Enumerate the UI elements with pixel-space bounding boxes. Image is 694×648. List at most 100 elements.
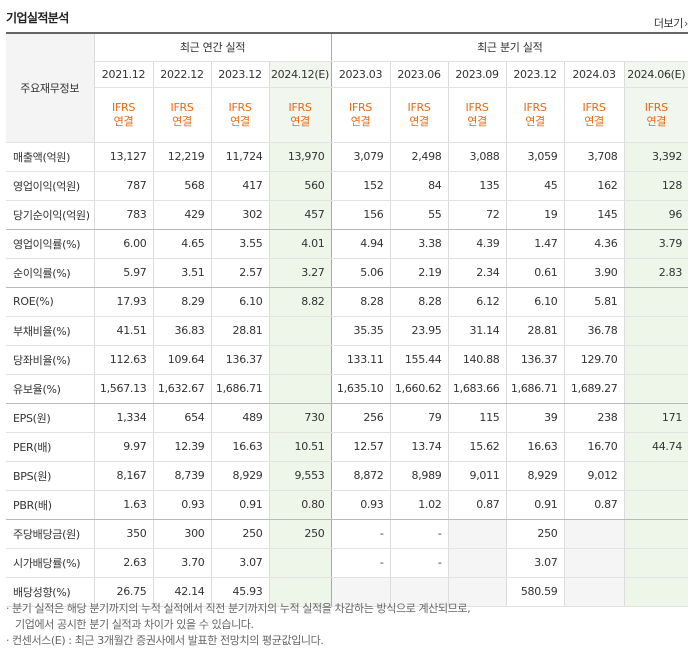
row-label: 유보율(%) — [6, 374, 95, 404]
table-cell: 8.28 — [330, 287, 391, 317]
row-label: PER(배) — [6, 432, 95, 462]
ifrs-badge: IFRS 연결 — [624, 87, 689, 143]
table-cell: 560 — [269, 171, 332, 201]
table-cell: 1,632.67 — [153, 374, 212, 404]
table-cell: 3.27 — [269, 258, 332, 288]
table-cell: 28.81 — [506, 316, 565, 346]
table-cell: 136.37 — [506, 345, 565, 375]
financial-table: 주요재무정보 최근 연간 실적 최근 분기 실적 2021.12 2022.12 2… — [6, 32, 689, 607]
consolidated-label: 연결 — [646, 114, 667, 128]
table-cell: 8,929 — [211, 461, 270, 491]
table-cell: 6.10 — [506, 287, 565, 317]
more-label[interactable]: 더보기 — [653, 17, 684, 30]
table-cell: 84 — [390, 171, 449, 201]
consolidated-label: 연결 — [525, 114, 545, 128]
table-row: 당기순이익(억원) 783 429 302 457 156 55 72 19 145 96 — [6, 200, 689, 230]
consolidated-label: 연결 — [584, 114, 604, 128]
table-cell: 256 — [330, 403, 391, 433]
table-cell: 4.36 — [564, 229, 625, 259]
table-cell — [269, 374, 332, 404]
table-cell: 0.80 — [269, 490, 332, 520]
row-label: BPS(원) — [6, 461, 95, 491]
table-cell: 4.94 — [330, 229, 391, 259]
table-cell: 0.93 — [330, 490, 391, 520]
table-row: 배당성향(%) 26.75 42.14 45.93 580.59 — [6, 577, 689, 607]
table-row: 부채비율(%) 41.51 36.83 28.81 35.35 23.95 31.14 28.… — [6, 316, 689, 346]
table-cell: 109.64 — [153, 345, 212, 375]
row-label: 주당배당금(원) — [6, 519, 95, 549]
ifrs-badge: IFRS 연결 — [506, 87, 565, 143]
ifrs-badge: IFRS 연결 — [94, 87, 154, 143]
table-cell: 250 — [211, 519, 270, 549]
table-cell: 3.90 — [564, 258, 625, 288]
table-row: 순이익률(%) 5.97 3.51 2.57 3.27 5.06 2.19 2.34 0.61 3… — [6, 258, 689, 288]
table-cell: 156 — [330, 200, 391, 230]
table-cell: 36.83 — [153, 316, 212, 346]
consolidated-label: 연결 — [172, 114, 192, 128]
financial-table-body: 매출액(억원) 13,127 12,219 11,724 13,970 3,079 2,49… — [6, 142, 689, 607]
row-label: 순이익률(%) — [6, 258, 95, 288]
table-row: 유보율(%) 1,567.13 1,632.67 1,686.71 1,635.10 1,… — [6, 374, 689, 404]
table-cell: 0.87 — [564, 490, 625, 520]
more-link[interactable]: 더보기› — [653, 15, 689, 31]
ifrs-label: IFRS — [465, 100, 489, 114]
row-label: 영업이익(억원) — [6, 171, 95, 201]
table-cell: 3,079 — [330, 142, 391, 172]
table-cell: 39 — [506, 403, 565, 433]
table-cell: 162 — [564, 171, 625, 201]
ifrs-badge: IFRS 연결 — [211, 87, 270, 143]
row-label: 영업이익률(%) — [6, 229, 95, 259]
table-cell — [448, 577, 507, 607]
table-cell: 1,686.71 — [506, 374, 565, 404]
table-row: BPS(원) 8,167 8,739 8,929 9,553 8,872 8,989 9,01… — [6, 461, 689, 491]
table-cell: 31.14 — [448, 316, 507, 346]
table-cell: 8,167 — [94, 461, 154, 491]
table-cell: 96 — [624, 200, 689, 230]
table-cell: - — [330, 519, 391, 549]
table-cell: 16.63 — [506, 432, 565, 462]
table-cell: 489 — [211, 403, 270, 433]
ifrs-label: IFRS — [644, 100, 668, 114]
table-cell: 302 — [211, 200, 270, 230]
table-cell: 8,739 — [153, 461, 212, 491]
table-cell: 13,970 — [269, 142, 332, 172]
table-cell: 1,334 — [94, 403, 154, 433]
table-cell: 26.75 — [94, 577, 154, 607]
table-cell: 41.51 — [94, 316, 154, 346]
table-cell: 0.91 — [506, 490, 565, 520]
row-header-label: 주요재무정보 — [20, 81, 80, 95]
period-header-row: 2021.12 2022.12 2023.12 2024.12(E) 2023.03 20… — [6, 61, 689, 88]
table-cell: 429 — [153, 200, 212, 230]
table-cell — [390, 577, 449, 607]
table-cell: - — [390, 519, 449, 549]
table-cell: 2.63 — [94, 548, 154, 578]
table-cell: 250 — [269, 519, 332, 549]
table-cell: 787 — [94, 171, 154, 201]
table-cell: 1,660.62 — [390, 374, 449, 404]
bullet: · — [6, 602, 10, 615]
ifrs-label: IFRS — [523, 100, 547, 114]
table-cell: 1.63 — [94, 490, 154, 520]
row-header-cell: 주요재무정보 — [6, 33, 95, 143]
table-cell — [624, 490, 689, 520]
table-cell: 9,553 — [269, 461, 332, 491]
table-cell: - — [390, 548, 449, 578]
table-row: ROE(%) 17.93 8.29 6.10 8.82 8.28 8.28 6.12 6.10 5… — [6, 287, 689, 317]
table-cell: 1,567.13 — [94, 374, 154, 404]
table-cell: 580.59 — [506, 577, 565, 607]
table-cell: 3.07 — [211, 548, 270, 578]
table-cell: 350 — [94, 519, 154, 549]
table-cell: 2,498 — [390, 142, 449, 172]
consolidated-label: 연결 — [230, 114, 250, 128]
table-row: EPS(원) 1,334 654 489 730 256 79 115 39 238 171 — [6, 403, 689, 433]
row-label: ROE(%) — [6, 287, 95, 317]
table-cell: - — [330, 548, 391, 578]
table-cell: 9,012 — [564, 461, 625, 491]
row-label: PBR(배) — [6, 490, 95, 520]
table-cell: 1,689.27 — [564, 374, 625, 404]
table-cell — [448, 519, 507, 549]
table-cell — [624, 345, 689, 375]
table-cell: 8,989 — [390, 461, 449, 491]
section-title: 기업실적분석 — [6, 11, 69, 25]
table-cell: 238 — [564, 403, 625, 433]
